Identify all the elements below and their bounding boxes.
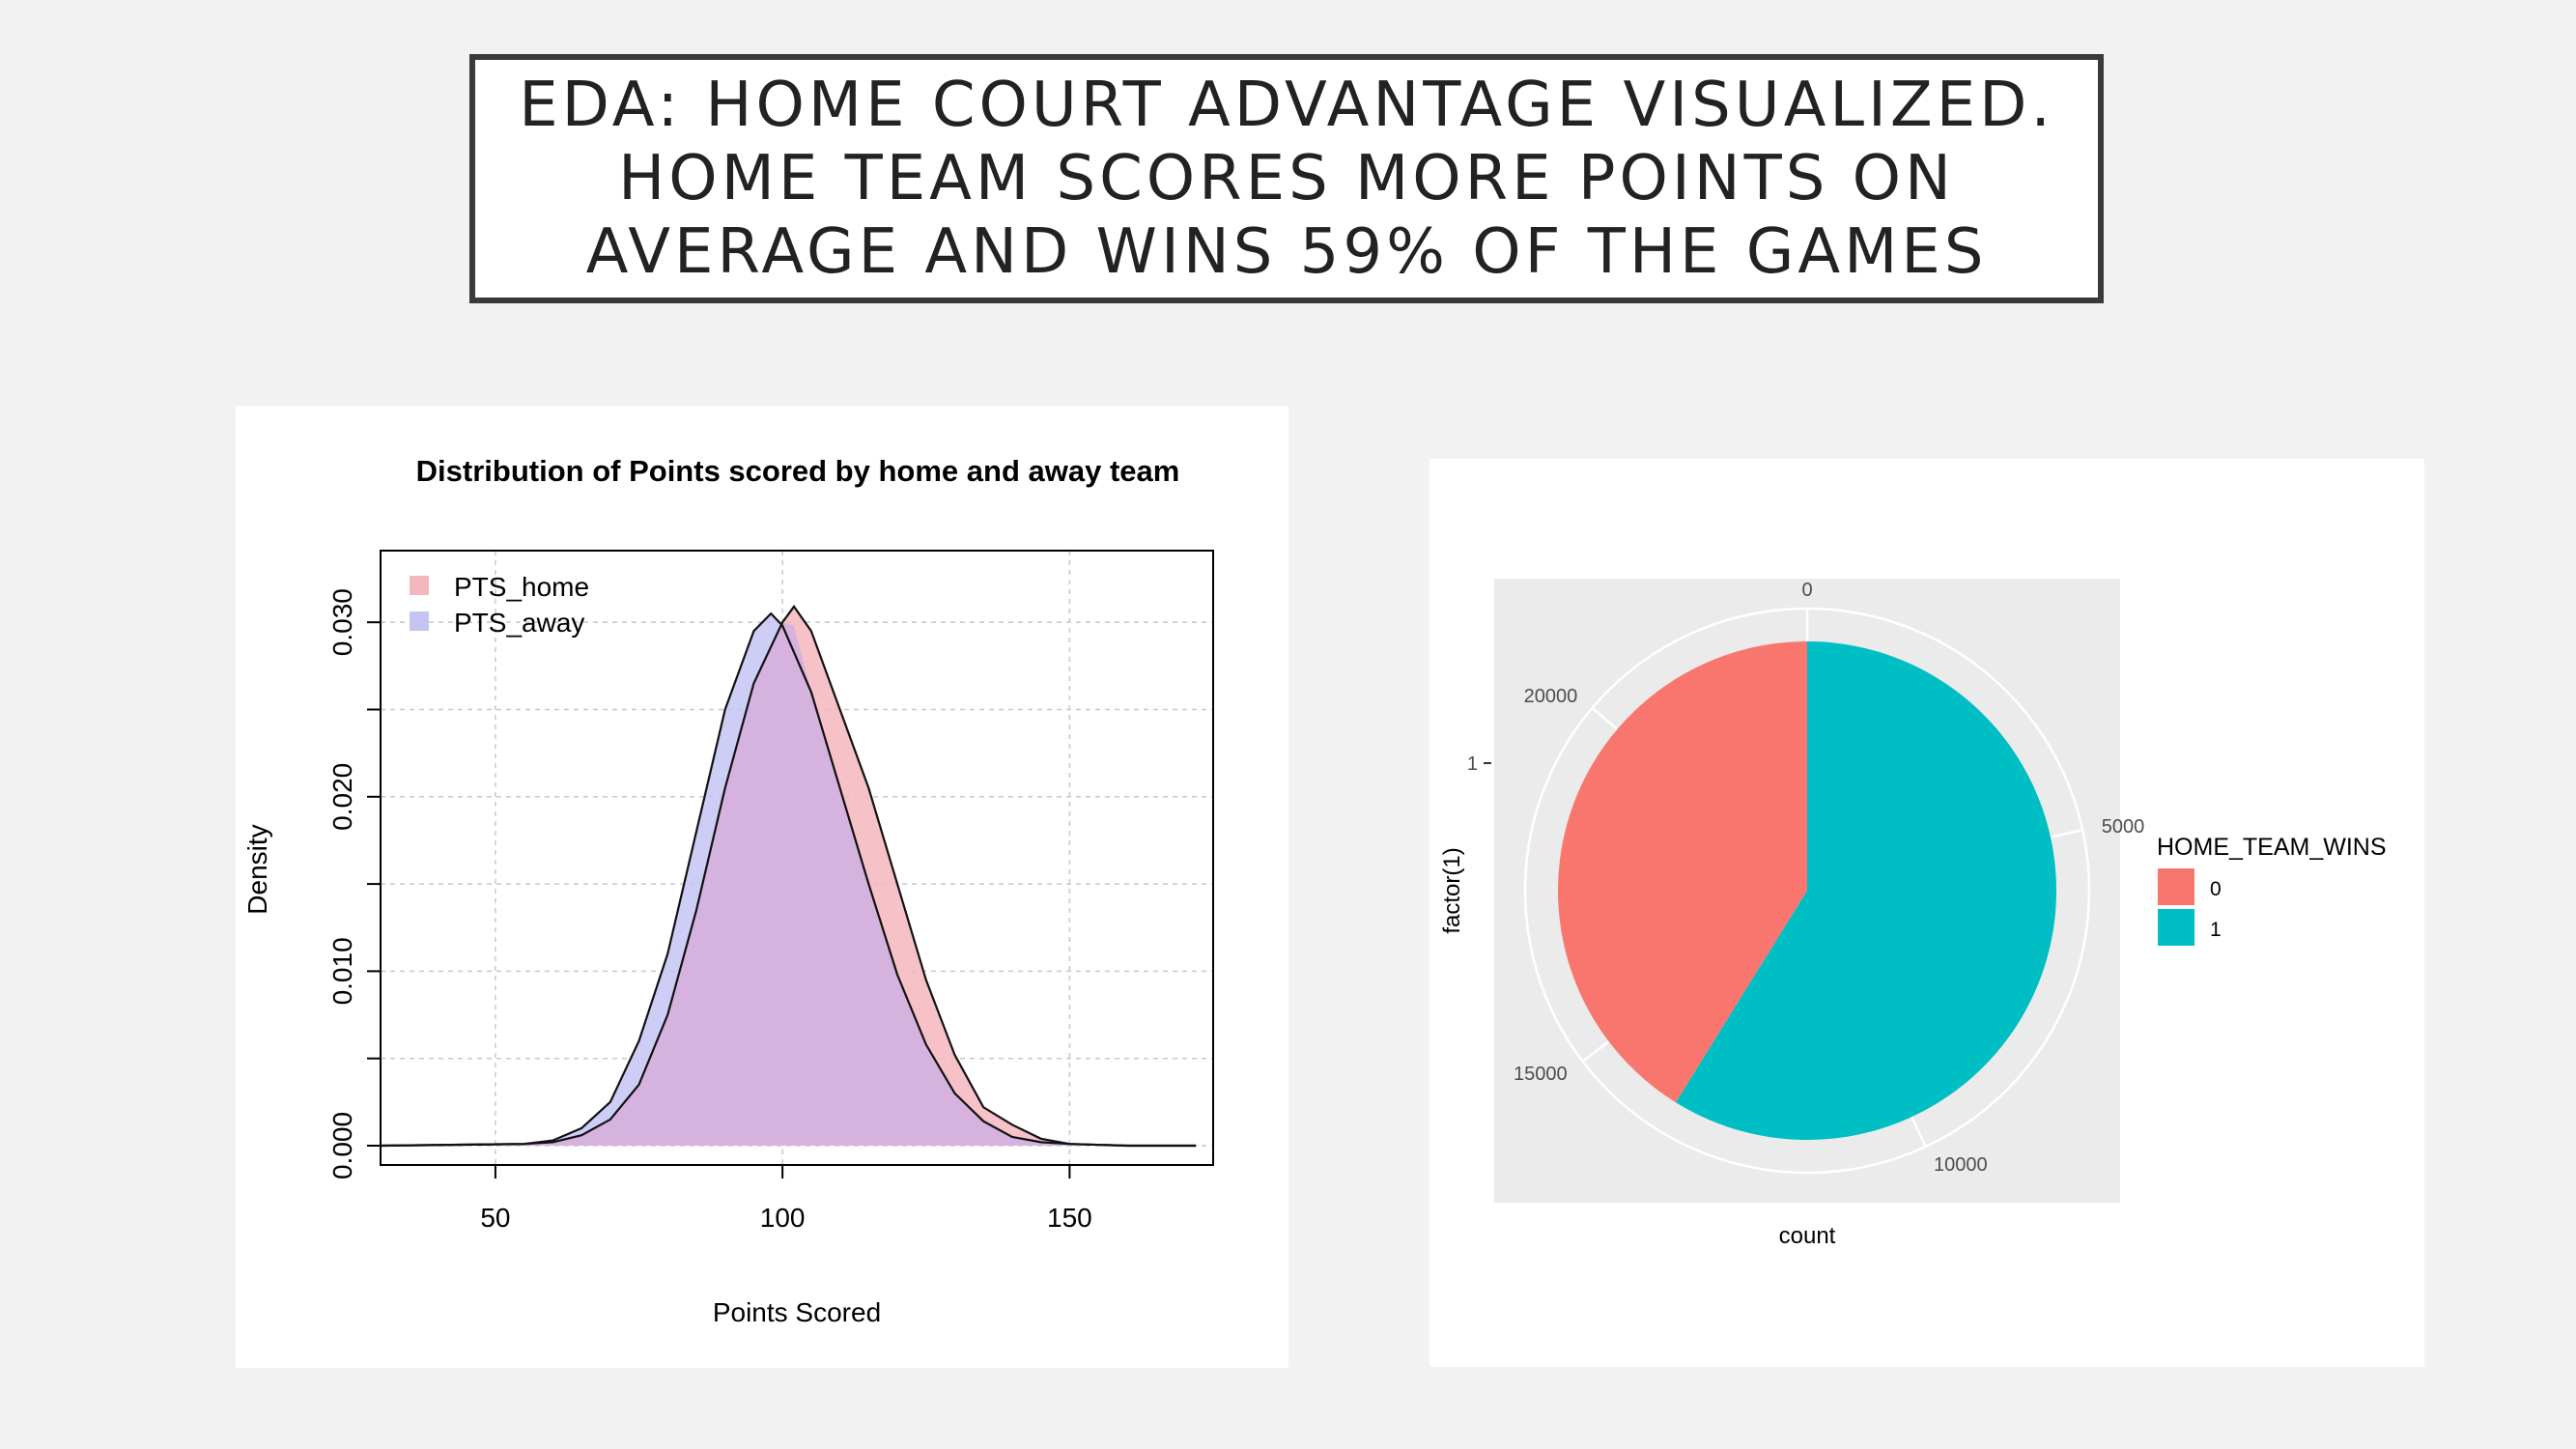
pie-slices xyxy=(1558,641,2056,1140)
pie-radial-tick-label: 20000 xyxy=(1524,686,1578,707)
slide-title: EDA: HOME COURT ADVANTAGE VISUALIZED. HO… xyxy=(469,54,2104,303)
pie-slice-1 xyxy=(1676,641,2056,1140)
pie-radial-tick-label: 10000 xyxy=(1934,1154,1988,1176)
pie-slice-0 xyxy=(1558,641,1807,1103)
pie-radial-tick-label: 5000 xyxy=(2102,816,2145,838)
density-x-axis-label: Points Scored xyxy=(713,1297,881,1327)
density-plot-frame xyxy=(380,550,1214,1166)
density-y-tick-label: 0.030 xyxy=(327,588,357,656)
legend-label-home: PTS_home xyxy=(454,572,589,602)
density-x-tick-label: 100 xyxy=(760,1203,806,1233)
density-axes: 50 100 150 0.000 0.010 0.020 0.030 xyxy=(327,588,1092,1233)
density-line-home xyxy=(380,605,1197,1148)
pie-legend-label-1: 1 xyxy=(2210,919,2222,941)
slide-title-line: AVERAGE AND WINS 59% OF THE GAMES xyxy=(585,216,1988,288)
density-legend: PTS_home PTS_away xyxy=(410,572,589,638)
legend-label-away: PTS_away xyxy=(454,608,584,638)
density-areas xyxy=(380,605,1197,1148)
density-chart-panel: Distribution of Points scored by home an… xyxy=(236,406,1288,1368)
density-y-tick-label: 0.000 xyxy=(327,1112,357,1179)
pie-chart-panel: 0 5000 10000 15000 20000 1 count factor(1) H… xyxy=(1430,459,2424,1367)
density-chart-title: Distribution of Points scored by home an… xyxy=(416,454,1180,488)
slide-title-line: HOME TEAM SCORES MORE POINTS ON xyxy=(618,143,1955,214)
density-y-axis-label: Density xyxy=(242,824,272,914)
pie-x-axis-label: count xyxy=(1779,1223,1836,1249)
legend-swatch-home xyxy=(410,576,429,595)
pie-legend-swatch-1 xyxy=(2158,909,2194,946)
pie-y-axis-label: factor(1) xyxy=(1439,847,1465,933)
pie-legend: HOME_TEAM_WINS 0 1 xyxy=(2157,834,2387,946)
slide-title-line: EDA: HOME COURT ADVANTAGE VISUALIZED. xyxy=(519,70,2054,141)
pie-legend-swatch-0 xyxy=(2158,868,2194,905)
pie-chart: 0 5000 10000 15000 20000 1 count factor(1) H… xyxy=(1439,579,2387,1249)
density-line-away xyxy=(380,611,1197,1148)
density-x-tick-label: 150 xyxy=(1047,1203,1092,1233)
pie-radial-tick-label: 0 xyxy=(1801,580,1812,601)
pie-radial-ticks: 0 5000 10000 15000 20000 xyxy=(1514,580,2144,1176)
density-chart: Distribution of Points scored by home an… xyxy=(242,454,1214,1327)
density-area-overlap xyxy=(381,622,1197,1146)
density-y-tick-label: 0.020 xyxy=(327,763,357,831)
density-y-tick-label: 0.010 xyxy=(327,937,357,1005)
pie-legend-title: HOME_TEAM_WINS xyxy=(2157,834,2387,861)
pie-y-tick-label: 1 xyxy=(1467,753,1478,775)
density-x-tick-label: 50 xyxy=(480,1203,510,1233)
legend-swatch-away xyxy=(410,611,429,631)
pie-legend-label-0: 0 xyxy=(2210,878,2222,900)
pie-radial-tick-label: 15000 xyxy=(1514,1064,1568,1085)
